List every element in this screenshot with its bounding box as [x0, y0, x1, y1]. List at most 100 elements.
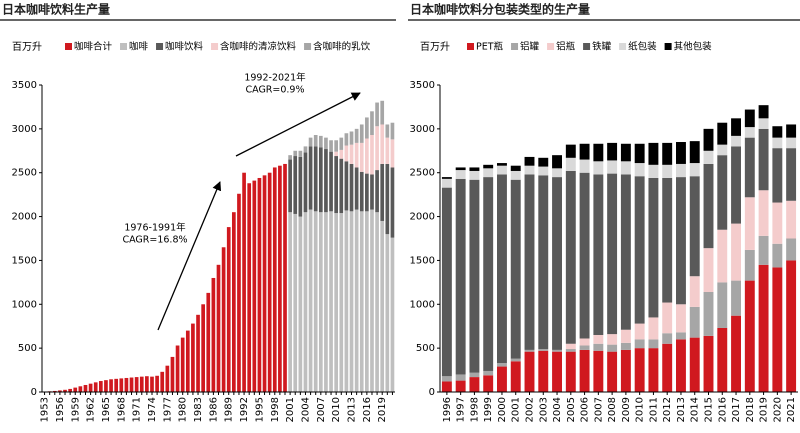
x-tick-label: 1999: [483, 397, 494, 422]
x-tick-label: 2010: [331, 397, 342, 422]
bar: [339, 149, 344, 159]
x-tick-label: 1998: [270, 397, 281, 422]
bar: [308, 137, 313, 147]
y-axis-label: 百万升: [420, 41, 450, 53]
bar: [662, 177, 673, 303]
bar: [689, 163, 700, 177]
bar: [83, 384, 88, 392]
bar: [552, 351, 562, 392]
x-tick-label: 2018: [745, 397, 756, 422]
bar: [278, 165, 282, 392]
bar: [648, 348, 659, 392]
bar: [114, 378, 119, 392]
bar: [634, 323, 645, 340]
bar: [717, 144, 728, 156]
bar: [134, 377, 139, 392]
y-axis-label: 百万升: [12, 41, 42, 53]
bar: [648, 142, 659, 165]
bar: [662, 142, 673, 165]
legend-label: 其他包装: [674, 41, 713, 53]
bar: [344, 210, 349, 392]
x-tick-label: 2019: [377, 397, 388, 422]
bar: [349, 211, 354, 392]
bar: [717, 122, 728, 145]
bar: [717, 155, 728, 230]
legend-swatch: [211, 43, 219, 50]
y-tick-label: 3500: [12, 80, 37, 91]
x-tick-label: 2004: [552, 397, 563, 422]
bar: [385, 163, 390, 235]
bar: [703, 163, 714, 249]
bar: [216, 264, 221, 392]
bar: [52, 390, 57, 392]
bar: [786, 238, 797, 261]
bar: [538, 166, 549, 176]
bar: [620, 342, 631, 350]
x-tick-label: 2016: [362, 397, 373, 422]
bar: [124, 377, 129, 392]
y-tick-label: 1500: [12, 255, 37, 266]
arrow: [157, 181, 222, 331]
bar: [648, 164, 659, 178]
bar: [354, 142, 359, 168]
bar: [524, 174, 535, 350]
bar: [676, 304, 686, 333]
bar: [552, 155, 562, 169]
bar: [318, 147, 323, 213]
bar: [98, 381, 103, 392]
bar: [293, 156, 298, 214]
x-tick-label: 1977: [162, 397, 173, 422]
bar: [758, 128, 769, 191]
bar: [483, 168, 494, 178]
bar: [455, 380, 466, 392]
x-tick-label: 2011: [648, 397, 659, 422]
y-tick-label: 3000: [410, 124, 435, 135]
bar: [565, 349, 576, 352]
bar: [385, 234, 390, 392]
legend-label: 咖啡合计: [74, 41, 113, 53]
y-tick-label: 0: [429, 387, 435, 398]
legend-swatch: [156, 43, 164, 50]
x-tick-label: 1956: [55, 397, 66, 422]
bar: [579, 159, 590, 173]
bar: [349, 163, 354, 212]
y-tick-label: 1500: [410, 255, 435, 266]
bar: [703, 128, 714, 151]
bar: [441, 376, 452, 382]
bar: [308, 146, 313, 210]
legend-label: 含咖啡的清凉饮料: [220, 41, 297, 53]
bar: [648, 177, 659, 318]
bar: [772, 137, 783, 149]
bar: [469, 179, 480, 373]
bar: [380, 100, 385, 125]
bar: [308, 209, 313, 392]
bar: [370, 134, 374, 175]
bar: [349, 144, 354, 164]
x-tick-label: 1983: [193, 397, 204, 422]
bar: [191, 323, 195, 392]
bar: [226, 227, 231, 392]
bar: [313, 211, 318, 392]
bar: [703, 335, 714, 392]
bar: [731, 315, 741, 392]
bar: [703, 292, 714, 336]
bar: [607, 351, 618, 392]
bar: [441, 187, 452, 377]
bar: [283, 163, 287, 392]
x-tick-label: 1971: [132, 397, 143, 422]
bar: [593, 174, 604, 335]
bar: [731, 135, 741, 147]
x-tick-label: 1980: [178, 397, 189, 422]
x-tick-label: 2016: [717, 397, 728, 422]
bar: [524, 165, 535, 175]
bar: [744, 197, 755, 250]
legend-swatch: [583, 43, 591, 50]
bar: [385, 137, 390, 164]
x-tick-label: 2014: [690, 397, 701, 422]
bar: [288, 212, 292, 392]
bar: [524, 349, 535, 352]
bar: [242, 172, 246, 392]
bar: [634, 339, 645, 349]
bar: [758, 264, 769, 392]
bar: [313, 134, 318, 147]
